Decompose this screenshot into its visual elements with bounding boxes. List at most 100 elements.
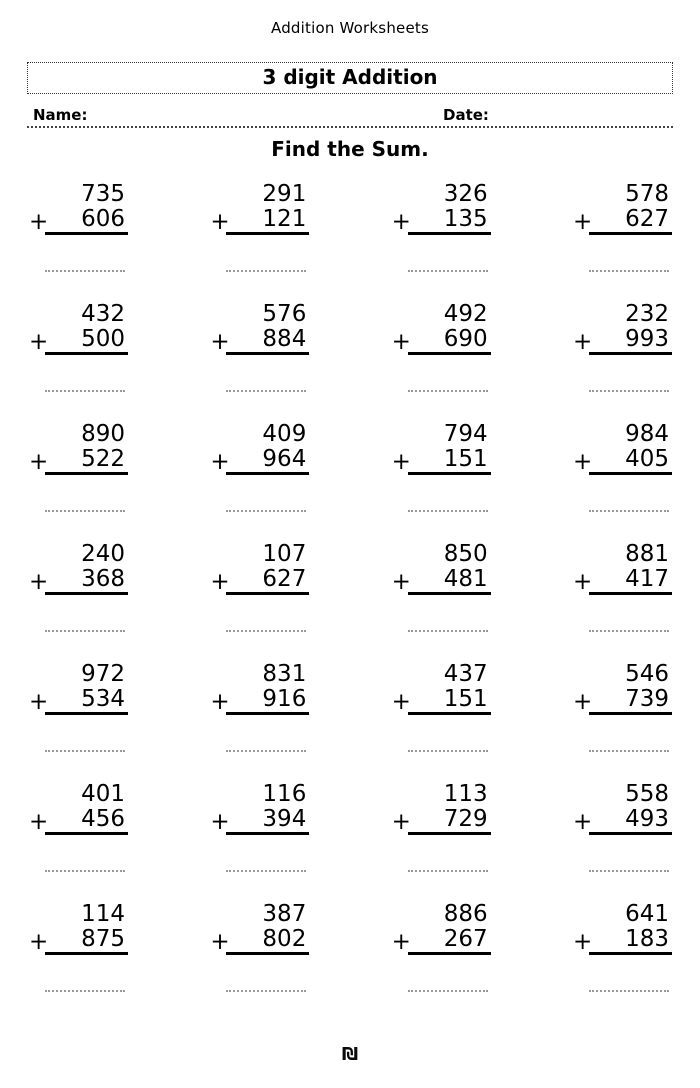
- answer-blank-line: [226, 510, 307, 512]
- answer-blank-line: [226, 870, 307, 872]
- plus-operator: +: [29, 329, 49, 355]
- addend-1: 546: [625, 661, 669, 687]
- addend-2-row: + 916: [209, 687, 310, 715]
- addend-1: 387: [262, 901, 307, 927]
- addend-2-row: + 405: [572, 447, 672, 475]
- addend-2: 627: [588, 207, 672, 235]
- addition-problem: 232 + 993: [572, 302, 672, 422]
- addend-2: 405: [588, 447, 672, 475]
- addend-1: 437: [443, 661, 488, 687]
- plus-operator: +: [210, 209, 230, 235]
- addend-2-row: + 739: [572, 687, 672, 715]
- plus-operator: +: [29, 929, 49, 955]
- addend-1: 576: [262, 301, 307, 327]
- answer-blank-line: [407, 390, 488, 392]
- plus-operator: +: [572, 809, 593, 835]
- addition-problem: 794 + 151: [391, 422, 491, 542]
- addend-1: 409: [262, 421, 307, 447]
- addend-2-row: + 135: [391, 207, 491, 235]
- plus-operator: +: [391, 569, 411, 595]
- addend-2: 534: [45, 687, 128, 715]
- addend-2: 739: [588, 687, 672, 715]
- addend-1: 232: [625, 301, 669, 327]
- answer-blank-line: [407, 270, 488, 272]
- addend-1: 886: [443, 901, 488, 927]
- addend-1: 850: [443, 541, 488, 567]
- addition-problem: 326 + 135: [391, 182, 491, 302]
- addend-1: 401: [81, 781, 125, 807]
- answer-blank-line: [226, 750, 307, 752]
- addend-2-row: + 493: [572, 807, 672, 835]
- addend-1: 881: [625, 541, 669, 567]
- answer-blank-line: [226, 630, 307, 632]
- addend-2-row: + 121: [209, 207, 310, 235]
- answer-blank-line: [588, 990, 669, 992]
- addition-problem: 113 + 729: [391, 782, 491, 902]
- plus-operator: +: [210, 449, 230, 475]
- addition-problem: 409 + 964: [209, 421, 310, 542]
- plus-operator: +: [29, 689, 49, 715]
- plus-operator: +: [572, 329, 593, 355]
- addend-1: 114: [81, 901, 125, 927]
- addend-2-row: + 500: [28, 327, 128, 355]
- addend-2: 183: [588, 927, 672, 955]
- worksheet-title: 3 digit Addition: [262, 65, 438, 89]
- addend-1: 578: [625, 181, 669, 207]
- plus-operator: +: [210, 569, 230, 595]
- answer-blank-line: [226, 990, 307, 992]
- answer-blank-line: [407, 870, 488, 872]
- answer-blank-line: [45, 750, 125, 752]
- answer-blank-line: [407, 990, 488, 992]
- addend-1: 240: [81, 541, 125, 567]
- answer-blank-line: [407, 750, 488, 752]
- addend-1: 972: [81, 661, 125, 687]
- addition-problem: 401 + 456: [28, 782, 128, 902]
- addend-2: 456: [45, 807, 128, 835]
- date-label: Date:: [443, 106, 489, 124]
- addition-problem: 578 + 627: [572, 182, 672, 302]
- plus-operator: +: [210, 329, 230, 355]
- addend-2-row: + 151: [391, 447, 491, 475]
- addend-2: 729: [407, 807, 491, 835]
- addend-1: 326: [443, 181, 488, 207]
- addend-2-row: + 875: [28, 927, 128, 955]
- plus-operator: +: [572, 689, 593, 715]
- addend-2-row: + 368: [28, 567, 128, 595]
- addend-2: 802: [226, 927, 310, 955]
- answer-blank-line: [407, 630, 488, 632]
- addend-2: 606: [45, 207, 128, 235]
- addend-2-row: + 964: [209, 447, 310, 475]
- footer: ₪: [0, 1045, 700, 1064]
- plus-operator: +: [572, 929, 593, 955]
- addend-2: 151: [407, 447, 491, 475]
- addend-1: 107: [262, 541, 307, 567]
- answer-blank-line: [45, 990, 125, 992]
- plus-operator: +: [29, 569, 49, 595]
- addend-1: 116: [262, 781, 307, 807]
- plus-operator: +: [572, 569, 593, 595]
- addition-problem: 972 + 534: [28, 662, 128, 782]
- addition-problem: 641 + 183: [572, 902, 672, 1022]
- addend-1: 831: [262, 661, 307, 687]
- addition-problem: 432 + 500: [28, 302, 128, 422]
- addend-2: 121: [226, 207, 310, 235]
- addition-problem: 240 + 368: [28, 542, 128, 662]
- addition-problem: 984 + 405: [572, 422, 672, 542]
- addend-1: 890: [81, 421, 125, 447]
- problems-grid: 735 + 606 291 + 121 326 + 135 578 + 627 …: [28, 161, 672, 1022]
- addition-problem: 735 + 606: [28, 182, 128, 302]
- worksheet-title-box: 3 digit Addition: [27, 62, 673, 94]
- name-label: Name:: [33, 106, 88, 124]
- addend-2-row: + 534: [28, 687, 128, 715]
- addend-1: 432: [81, 301, 125, 327]
- addend-2-row: + 802: [209, 927, 310, 955]
- plus-operator: +: [391, 929, 411, 955]
- addend-2: 993: [588, 327, 672, 355]
- addend-1: 492: [443, 301, 488, 327]
- addend-1: 113: [443, 781, 488, 807]
- plus-operator: +: [29, 809, 49, 835]
- answer-blank-line: [588, 390, 669, 392]
- plus-operator: +: [572, 449, 593, 475]
- addition-problem: 558 + 493: [572, 782, 672, 902]
- addend-2-row: + 627: [209, 567, 310, 595]
